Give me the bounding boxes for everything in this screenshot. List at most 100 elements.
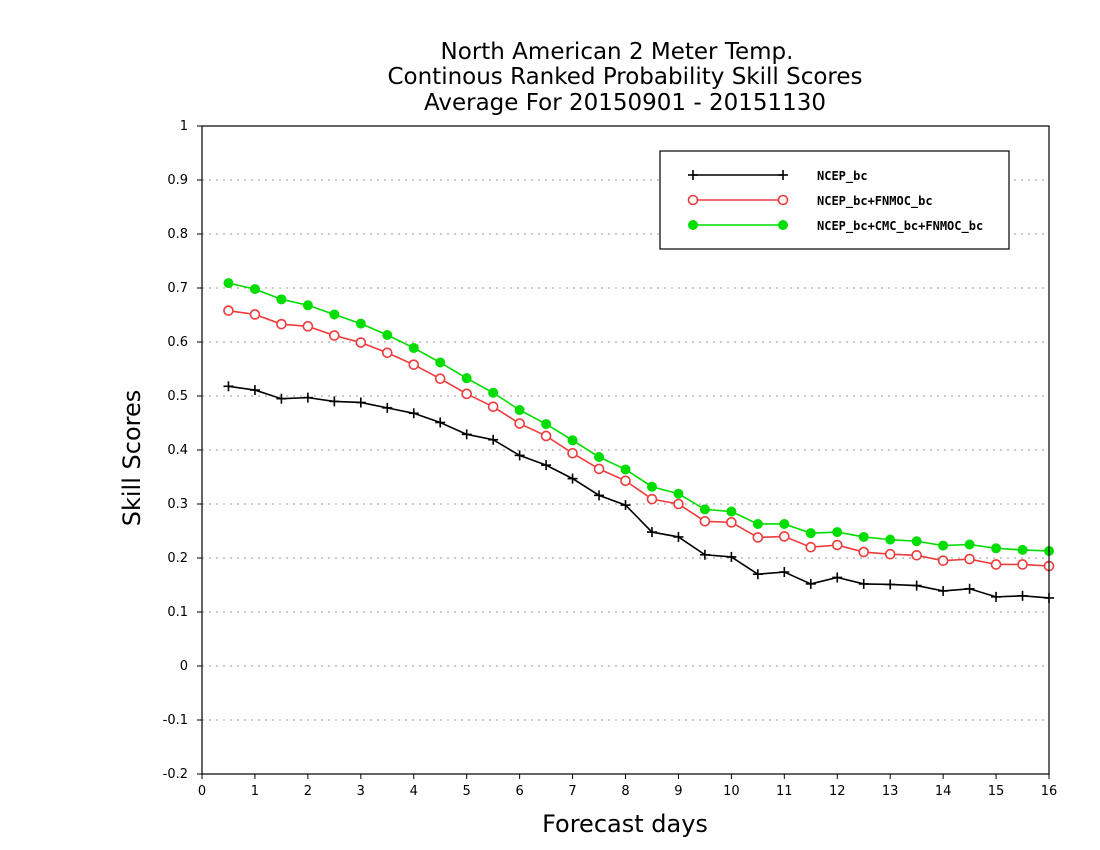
data-point [726,506,737,517]
data-point [382,402,393,413]
series-ncep-bc-cmc-bc-fnmoc-bc [223,278,1054,556]
data-point [329,309,340,320]
title-line-3: Average For 20150901 - 20151130 [424,90,826,116]
data-point [594,452,605,463]
series-ncep-bc-fnmoc-bc [223,305,1055,572]
data-point [858,531,869,542]
data-point [249,385,260,396]
y-tick-label: 0.2 [167,551,188,566]
data-point [329,330,340,341]
x-tick-label: 15 [988,784,1005,799]
data-point [249,309,261,320]
data-point [699,515,711,527]
y-tick-label: 0.7 [167,281,188,296]
data-point [593,463,605,475]
data-point [276,393,287,404]
data-point [434,373,446,385]
data-point [805,541,817,553]
x-tick-label: 10 [723,784,740,799]
legend-marker-left [688,170,698,180]
data-point [673,531,684,542]
data-point [1017,544,1028,555]
legend-marker-right [778,220,788,230]
data-point [461,429,472,440]
y-tick-label: -0.2 [163,767,188,782]
data-point [1017,559,1028,570]
x-tick-label: 12 [829,784,846,799]
data-point [752,532,764,543]
data-point [805,578,816,589]
y-tick-label: -0.1 [163,713,188,728]
legend-sample-ncep-bc-fnmoc-bc [687,194,789,206]
y-tick-label: 0.5 [167,389,188,404]
x-tick-label: 14 [935,784,952,799]
legend-marker-right [777,194,789,206]
legend-label-ncep-bc-fnmoc-bc: NCEP_bc+FNMOC_bc [817,194,933,209]
data-point [302,300,313,311]
data-point [752,569,763,580]
data-point [435,417,446,428]
data-point [223,278,234,289]
data-point [911,580,922,591]
data-point [673,498,684,510]
legend-label-ncep-bc-cmc-bc-fnmoc-bc: NCEP_bc+CMC_bc+FNMOC_bc [817,219,983,234]
data-point [567,473,578,484]
data-point [779,518,790,529]
data-point [646,481,657,492]
data-point [673,488,684,499]
data-point [408,408,419,419]
data-point [514,418,525,429]
data-point [646,527,657,538]
data-point [726,517,737,528]
legend-marker-left [688,220,698,230]
data-point [620,464,631,475]
legend-sample-ncep-bc-cmc-bc-fnmoc-bc [688,220,788,230]
data-point [858,578,869,589]
data-point [223,381,234,392]
data-point [884,548,896,560]
data-point [646,493,658,505]
data-point [594,490,605,501]
data-point [938,540,949,551]
data-point [461,373,472,384]
y-tick-label: 1 [180,119,188,134]
legend-sample-ncep-bc [688,170,788,180]
data-point [805,528,816,539]
x-tick-label: 1 [251,784,259,799]
series-layer [223,278,1055,603]
data-point [382,329,393,340]
data-point [541,460,552,471]
x-tick-label: 3 [357,784,365,799]
data-point [461,388,472,400]
x-tick-label: 2 [304,784,312,799]
data-point [832,572,843,583]
data-point [779,531,790,542]
grid [202,179,1049,721]
data-point [938,585,949,596]
data-point [408,342,419,353]
data-point [408,359,420,370]
x-tick-label: 13 [882,784,899,799]
y-tick-label: 0.9 [167,173,188,188]
data-point [567,447,578,459]
data-point [567,435,578,446]
data-point [381,347,393,359]
axis-ticks: 10.90.80.70.60.50.40.30.20.10-0.1-0.20 1 2… [163,119,1058,799]
data-point [514,405,525,416]
data-point [990,559,1002,570]
data-point [541,419,552,430]
data-point [885,534,896,545]
data-point [779,567,790,578]
data-point [911,536,922,547]
data-point [302,392,313,403]
series-line [228,385,1050,599]
y-tick-label: 0.6 [167,335,188,350]
series-ncep-bc [223,381,1054,603]
data-point [831,539,843,551]
x-tick-label: 5 [463,784,471,799]
chart-title: North American 2 Meter Temp. Continous R… [387,39,862,116]
data-point [487,401,499,413]
data-point [329,396,340,407]
data-point [911,549,922,561]
